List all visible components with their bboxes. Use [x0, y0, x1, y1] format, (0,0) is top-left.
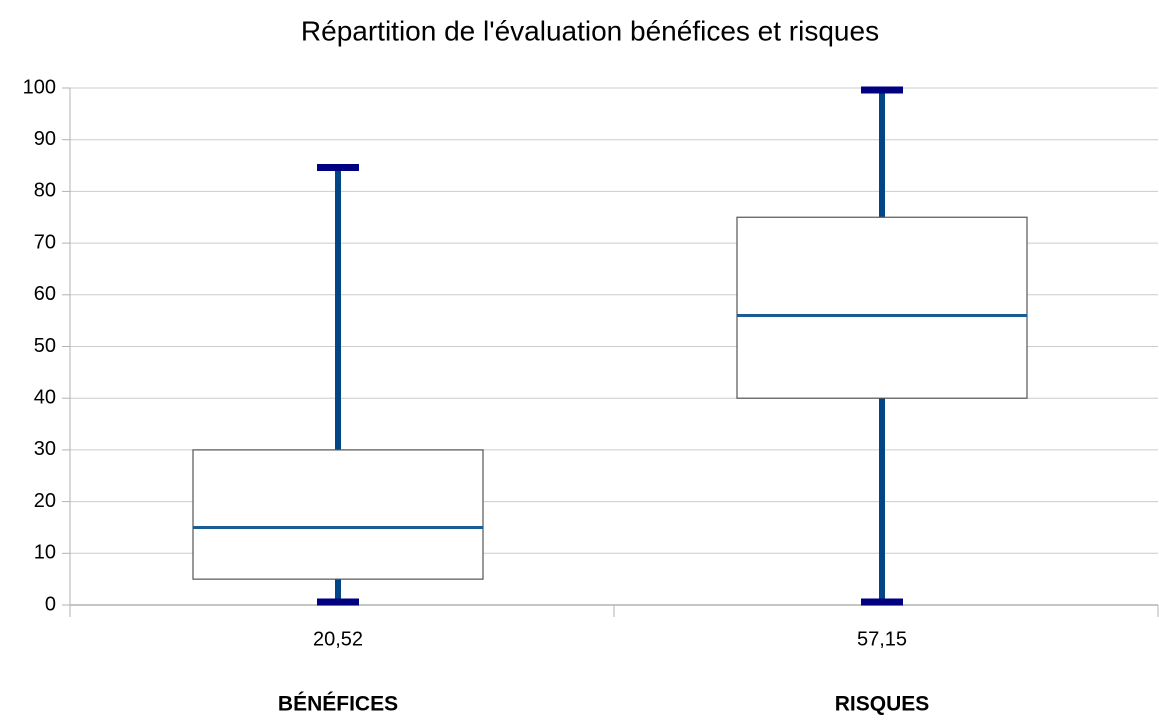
y-tick-label: 50	[34, 335, 56, 357]
chart-title: Répartition de l'évaluation bénéfices et…	[301, 15, 879, 46]
y-tick-label: 20	[34, 490, 56, 512]
y-tick-label: 60	[34, 283, 56, 305]
x-tick-label: 20,52	[313, 628, 363, 650]
box	[736, 216, 1028, 399]
y-tick-label: 70	[34, 231, 56, 253]
category-label: BÉNÉFICES	[278, 693, 398, 716]
y-tick-label: 0	[45, 593, 56, 615]
y-tick-label: 30	[34, 438, 56, 460]
y-tick-label: 90	[34, 128, 56, 150]
x-tick-label: 57,15	[857, 628, 907, 650]
y-tick-label: 80	[34, 180, 56, 202]
category-label: RISQUES	[835, 693, 930, 716]
y-tick-label: 10	[34, 542, 56, 564]
y-tick-label: 40	[34, 386, 56, 408]
y-tick-label: 100	[23, 76, 56, 98]
box	[192, 449, 484, 580]
